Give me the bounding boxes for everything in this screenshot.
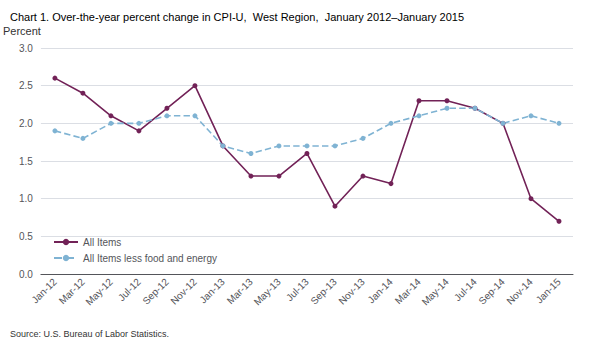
svg-text:May-12: May-12 xyxy=(83,276,115,308)
svg-text:Mar-13: Mar-13 xyxy=(225,276,255,306)
svg-text:May-13: May-13 xyxy=(252,276,284,308)
svg-text:Chart 1. Over-the-year percent: Chart 1. Over-the-year percent change in… xyxy=(10,11,464,23)
svg-text:Mar-12: Mar-12 xyxy=(57,276,87,306)
svg-text:Jan-13: Jan-13 xyxy=(197,276,227,306)
svg-text:Percent: Percent xyxy=(3,25,41,37)
svg-text:2.0: 2.0 xyxy=(19,118,33,129)
svg-text:3.0: 3.0 xyxy=(19,43,33,54)
svg-text:Jan-15: Jan-15 xyxy=(534,276,564,306)
svg-text:2.5: 2.5 xyxy=(19,80,33,91)
svg-text:1.0: 1.0 xyxy=(19,193,33,204)
svg-text:Jan-12: Jan-12 xyxy=(29,276,59,306)
svg-text:Jul-12: Jul-12 xyxy=(115,276,143,304)
svg-text:Sep-12: Sep-12 xyxy=(140,276,171,307)
svg-text:May-14: May-14 xyxy=(420,276,452,308)
svg-text:Source: U.S. Bureau of Labor S: Source: U.S. Bureau of Labor Statistics. xyxy=(10,329,169,339)
svg-text:Sep-13: Sep-13 xyxy=(308,276,339,307)
svg-text:Nov-12: Nov-12 xyxy=(168,276,199,307)
svg-text:0.5: 0.5 xyxy=(19,231,33,242)
svg-text:Jul-13: Jul-13 xyxy=(283,276,311,304)
svg-text:Jan-14: Jan-14 xyxy=(365,276,395,306)
svg-text:Sep-14: Sep-14 xyxy=(476,276,507,307)
svg-text:0.0: 0.0 xyxy=(19,269,33,280)
svg-text:Mar-14: Mar-14 xyxy=(393,276,423,306)
svg-text:Nov-14: Nov-14 xyxy=(504,276,535,307)
svg-text:All Items less food and energy: All Items less food and energy xyxy=(83,253,217,264)
svg-text:1.5: 1.5 xyxy=(19,156,33,167)
svg-text:Jul-14: Jul-14 xyxy=(451,276,479,304)
svg-text:Nov-13: Nov-13 xyxy=(336,276,367,307)
svg-text:All Items: All Items xyxy=(83,237,121,248)
